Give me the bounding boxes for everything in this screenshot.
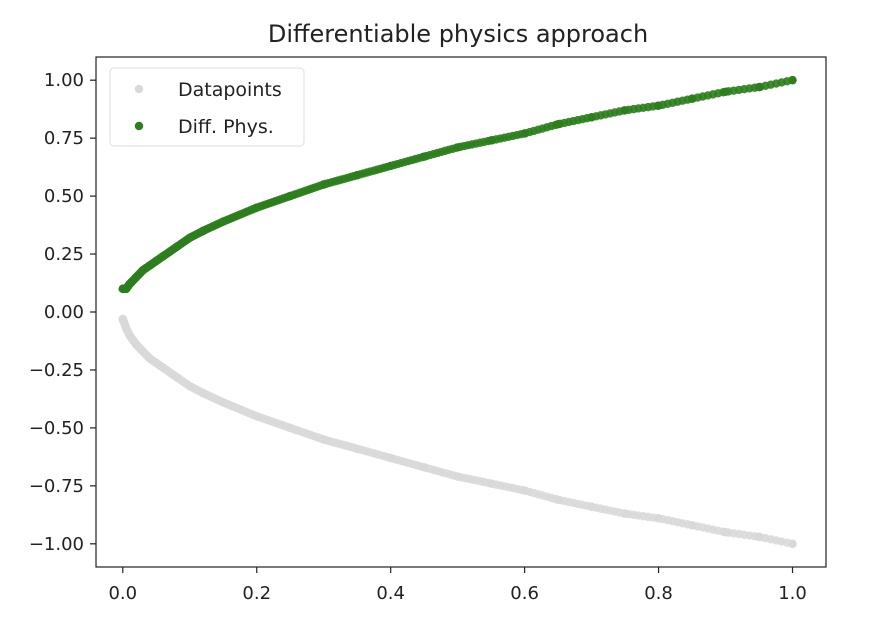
datapoints-point [152, 358, 161, 368]
diff-phys-point [352, 171, 362, 180]
datapoints-point [138, 347, 148, 356]
diff-phys-point [654, 101, 663, 110]
diff-phys-point [125, 279, 134, 289]
datapoints-point [587, 502, 596, 511]
diff-phys-point [453, 143, 462, 152]
datapoints-point [386, 453, 395, 463]
legend-marker-diff-phys [134, 121, 144, 131]
datapoints-point [553, 495, 563, 504]
diff-phys-point [131, 273, 141, 282]
diff-phys-point [386, 161, 395, 171]
diff-phys-point [158, 252, 168, 261]
diff-phys-point [138, 266, 148, 275]
datapoints-point [145, 354, 154, 363]
diff-phys-point [520, 129, 529, 138]
datapoints-point [286, 423, 295, 433]
legend-marker-datapoints [134, 84, 144, 94]
y-tick-label: 0.00 [44, 302, 84, 323]
series-0 [118, 314, 797, 549]
x-axis: 0.0 0.2 0.4 0.6 0.8 1.0 [108, 567, 807, 604]
y-tick-label: 0.25 [44, 244, 84, 265]
x-tick-label: 0.8 [644, 583, 673, 604]
datapoints-point [185, 381, 194, 391]
y-tick-label: 1.00 [44, 70, 84, 91]
diff-phys-point [152, 256, 161, 266]
x-tick-label: 0.2 [242, 583, 271, 604]
datapoints-point [520, 486, 529, 495]
diff-phys-point [198, 226, 208, 236]
diff-phys-point [252, 203, 261, 212]
diff-phys-point [721, 87, 730, 96]
datapoints-point [486, 479, 496, 488]
datapoints-point [125, 330, 134, 340]
legend-label-datapoints: Datapoints [178, 79, 282, 101]
diff-phys-point [754, 82, 764, 92]
y-tick-label: 0.75 [44, 128, 84, 149]
diff-phys-point [145, 261, 154, 270]
datapoints-point [319, 435, 328, 444]
datapoints-point [158, 363, 168, 372]
datapoints-point [352, 444, 362, 453]
diff-phys-point [553, 120, 563, 129]
datapoints-point [172, 372, 181, 382]
datapoints-point [219, 398, 228, 407]
datapoints-point [788, 539, 797, 549]
datapoints-point [198, 388, 208, 398]
y-tick-label: −0.75 [29, 476, 84, 497]
datapoints-point [131, 340, 141, 349]
y-tick-label: 0.50 [44, 186, 84, 207]
legend-label-diff-phys: Diff. Phys. [178, 116, 274, 138]
diff-phys-point [620, 106, 630, 115]
datapoints-point [453, 472, 462, 481]
datapoints-point [121, 324, 131, 333]
diff-phys-point [219, 217, 228, 226]
legend: Datapoints Diff. Phys. [109, 67, 305, 147]
diff-phys-point [419, 152, 429, 161]
datapoints-point [252, 412, 261, 421]
diff-phys-point [788, 75, 797, 85]
diff-phys-point [286, 191, 295, 201]
diff-phys-point [172, 242, 181, 252]
datapoints-point [754, 532, 764, 542]
series-layer [118, 75, 797, 549]
y-tick-label: −0.50 [29, 418, 84, 439]
datapoints-point [118, 314, 127, 324]
diff-phys-point [486, 136, 496, 145]
datapoints-point [419, 463, 429, 472]
diff-phys-point [587, 113, 596, 122]
diff-phys-point [185, 233, 194, 243]
diff-phys-point [319, 180, 328, 189]
series-1 [118, 75, 797, 294]
y-tick-label: −1.00 [29, 534, 84, 555]
x-tick-label: 0.4 [376, 583, 405, 604]
chart-title: Differentiable physics approach [268, 20, 648, 48]
datapoints-point [654, 514, 663, 523]
datapoints-point [721, 528, 730, 537]
datapoints-point [687, 521, 697, 530]
y-axis: 1.00 0.75 0.50 0.25 0.00 −0.25 −0.50 −0.75 −1.00 [29, 70, 96, 555]
datapoints-point [620, 509, 630, 518]
legend-box [109, 67, 305, 147]
y-tick-label: −0.25 [29, 360, 84, 381]
x-tick-label: 0.0 [108, 583, 137, 604]
diff-phys-point [687, 94, 697, 103]
x-tick-label: 1.0 [778, 583, 807, 604]
x-tick-label: 0.6 [510, 583, 539, 604]
